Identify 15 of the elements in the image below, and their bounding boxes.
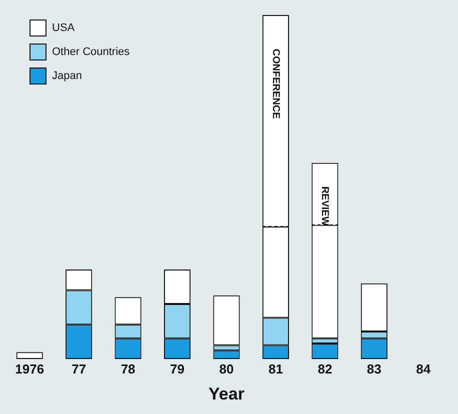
legend-label: USA xyxy=(52,22,76,34)
legend-label: Other Countries xyxy=(52,46,130,58)
x-tick-label: 84 xyxy=(416,361,432,376)
x-axis-title: Year xyxy=(208,384,245,404)
x-tick-label: 79 xyxy=(170,361,185,376)
legend-label: Japan xyxy=(52,70,82,82)
x-tick-label: 80 xyxy=(219,361,234,376)
x-tick-label: 83 xyxy=(366,361,382,376)
x-tick-label: 77 xyxy=(72,361,86,376)
annotation: CONFERENCE xyxy=(270,48,281,120)
x-tick-label: 82 xyxy=(318,361,332,376)
x-tick-label: 1976 xyxy=(15,361,44,376)
x-tick-label: 81 xyxy=(268,361,283,376)
annotation: REVIEW xyxy=(319,186,330,226)
x-tick-label: 78 xyxy=(120,361,136,376)
